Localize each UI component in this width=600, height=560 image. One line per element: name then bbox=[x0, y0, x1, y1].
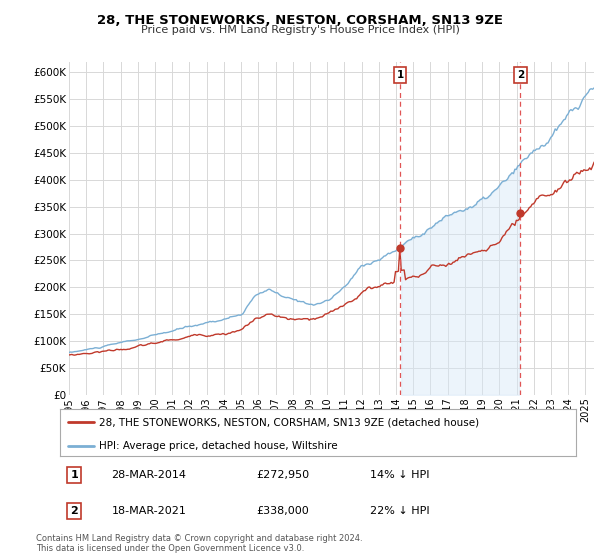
Text: HPI: Average price, detached house, Wiltshire: HPI: Average price, detached house, Wilt… bbox=[98, 441, 337, 451]
Text: £338,000: £338,000 bbox=[256, 506, 309, 516]
Text: 1: 1 bbox=[70, 470, 78, 480]
Text: 22% ↓ HPI: 22% ↓ HPI bbox=[370, 506, 429, 516]
Text: 18-MAR-2021: 18-MAR-2021 bbox=[112, 506, 187, 516]
Text: 1: 1 bbox=[397, 70, 404, 80]
Text: 28, THE STONEWORKS, NESTON, CORSHAM, SN13 9ZE (detached house): 28, THE STONEWORKS, NESTON, CORSHAM, SN1… bbox=[98, 417, 479, 427]
Text: 28-MAR-2014: 28-MAR-2014 bbox=[112, 470, 187, 480]
Text: 14% ↓ HPI: 14% ↓ HPI bbox=[370, 470, 429, 480]
Text: Price paid vs. HM Land Registry's House Price Index (HPI): Price paid vs. HM Land Registry's House … bbox=[140, 25, 460, 35]
Text: 28, THE STONEWORKS, NESTON, CORSHAM, SN13 9ZE: 28, THE STONEWORKS, NESTON, CORSHAM, SN1… bbox=[97, 14, 503, 27]
Text: Contains HM Land Registry data © Crown copyright and database right 2024.
This d: Contains HM Land Registry data © Crown c… bbox=[36, 534, 362, 553]
Text: 2: 2 bbox=[70, 506, 78, 516]
Text: £272,950: £272,950 bbox=[256, 470, 309, 480]
Text: 2: 2 bbox=[517, 70, 524, 80]
